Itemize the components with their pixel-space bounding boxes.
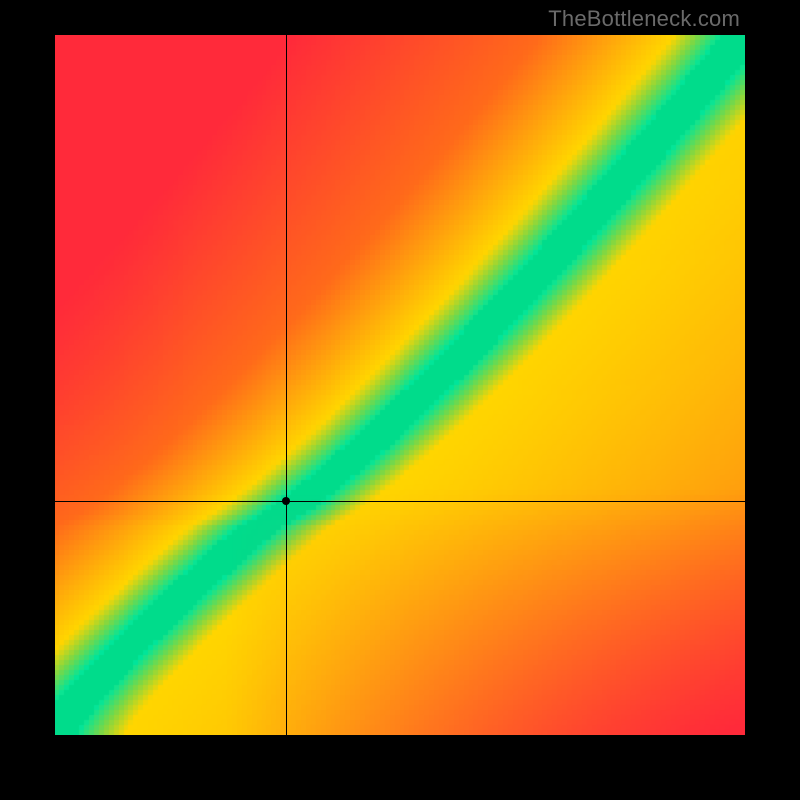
chart-container: TheBottleneck.com: [0, 0, 800, 800]
crosshair-horizontal: [55, 501, 745, 502]
bottleneck-heatmap: [55, 35, 745, 735]
crosshair-vertical: [286, 35, 287, 735]
watermark-text: TheBottleneck.com: [548, 6, 740, 32]
crosshair-marker: [282, 497, 290, 505]
